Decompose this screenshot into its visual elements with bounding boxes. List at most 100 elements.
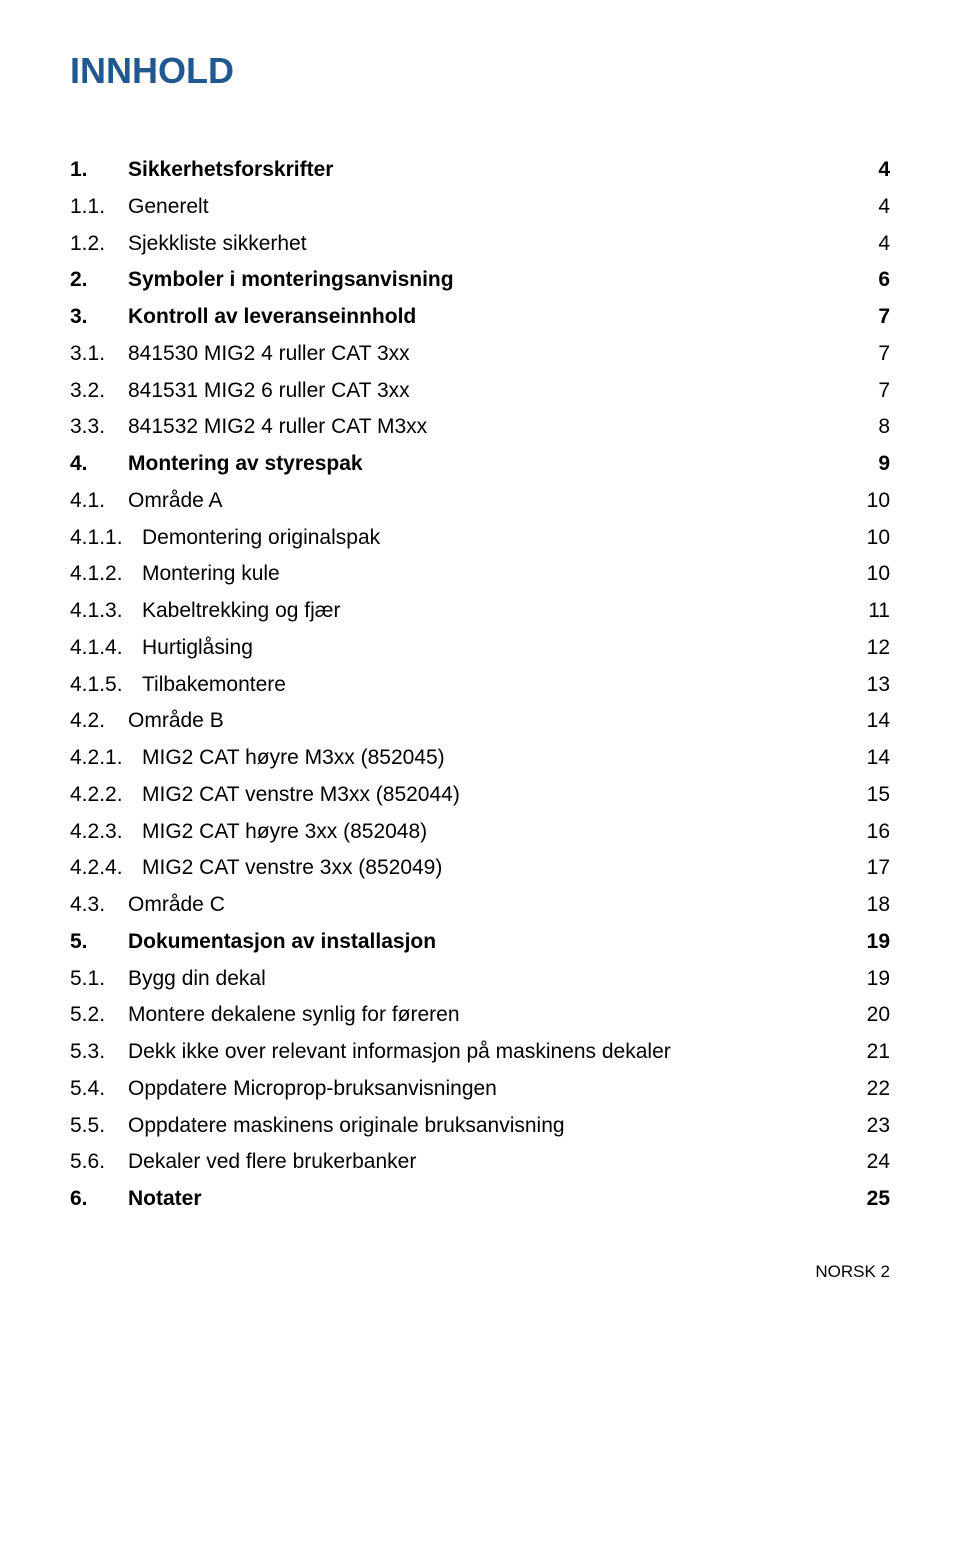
toc-page-number: 25 (867, 1181, 890, 1218)
toc-page-number: 18 (867, 887, 890, 924)
toc-row: 4.2.2.MIG2 CAT venstre M3xx (852044) 15 (70, 777, 890, 814)
toc-text: 841530 MIG2 4 ruller CAT 3xx (128, 336, 410, 373)
table-of-contents: 1.Sikkerhetsforskrifter 4 1.1.Generelt 4 1.2… (70, 152, 890, 1218)
toc-page-number: 12 (867, 630, 890, 667)
toc-row: 4.1.4.Hurtiglåsing 12 (70, 630, 890, 667)
toc-row: 4.1.3.Kabeltrekking og fjær11 (70, 593, 890, 630)
toc-text: Sikkerhetsforskrifter (128, 152, 333, 189)
toc-number: 5.6. (70, 1144, 128, 1181)
toc-row: 6.Notater25 (70, 1181, 890, 1218)
toc-row: 4.2.Område B 14 (70, 703, 890, 740)
toc-page-number: 7 (878, 336, 890, 373)
toc-row: 3.3.841532 MIG2 4 ruller CAT M3xx 8 (70, 409, 890, 446)
toc-number: 4.2. (70, 703, 128, 740)
toc-row: 4.2.3.MIG2 CAT høyre 3xx (852048)16 (70, 814, 890, 851)
toc-row: 4.1.2.Montering kule 10 (70, 556, 890, 593)
toc-page-number: 4 (878, 189, 890, 226)
toc-text: 841531 MIG2 6 ruller CAT 3xx (128, 373, 410, 410)
toc-row: 4.1.1.Demontering originalspak 10 (70, 520, 890, 557)
toc-page-number: 6 (878, 262, 890, 299)
toc-row: 4.3.Område C18 (70, 887, 890, 924)
toc-row: 5.5.Oppdatere maskinens originale bruksa… (70, 1108, 890, 1145)
page-title: INNHOLD (70, 50, 890, 92)
toc-text: Område A (128, 483, 223, 520)
toc-text: MIG2 CAT høyre 3xx (852048) (142, 814, 427, 851)
toc-text: Område B (128, 703, 224, 740)
page-footer: NORSK 2 (70, 1262, 890, 1282)
toc-text: Tilbakemontere (142, 667, 286, 704)
toc-number: 5.4. (70, 1071, 128, 1108)
toc-text: Område C (128, 887, 225, 924)
toc-row: 5.3.Dekk ikke over relevant informasjon … (70, 1034, 890, 1071)
toc-text: Montering av styrespak (128, 446, 363, 483)
toc-row: 1.1.Generelt 4 (70, 189, 890, 226)
toc-page-number: 11 (868, 593, 890, 630)
toc-number: 1.2. (70, 226, 128, 263)
toc-page-number: 19 (867, 924, 890, 961)
toc-text: Generelt (128, 189, 209, 226)
toc-text: 841532 MIG2 4 ruller CAT M3xx (128, 409, 427, 446)
toc-number: 4. (70, 446, 128, 483)
toc-text: Montere dekalene synlig for føreren (128, 997, 460, 1034)
toc-row: 5.Dokumentasjon av installasjon 19 (70, 924, 890, 961)
toc-number: 4.2.2. (70, 777, 142, 814)
toc-text: Dokumentasjon av installasjon (128, 924, 436, 961)
toc-text: Montering kule (142, 556, 280, 593)
toc-number: 4.2.3. (70, 814, 142, 851)
toc-page-number: 21 (867, 1034, 890, 1071)
toc-number: 5.1. (70, 961, 128, 998)
toc-page-number: 22 (867, 1071, 890, 1108)
toc-row: 4.1.Område A 10 (70, 483, 890, 520)
toc-text: Symboler i monteringsanvisning (128, 262, 454, 299)
toc-page-number: 4 (878, 226, 890, 263)
toc-number: 1. (70, 152, 128, 189)
toc-row: 5.2.Montere dekalene synlig for føreren2… (70, 997, 890, 1034)
toc-text: Oppdatere maskinens originale bruksanvis… (128, 1108, 565, 1145)
toc-number: 5.3. (70, 1034, 128, 1071)
toc-page-number: 15 (867, 777, 890, 814)
toc-number: 4.1.5. (70, 667, 142, 704)
toc-number: 3.1. (70, 336, 128, 373)
toc-number: 3.3. (70, 409, 128, 446)
toc-number: 4.1. (70, 483, 128, 520)
toc-row: 5.1.Bygg din dekal 19 (70, 961, 890, 998)
toc-text: Kontroll av leveranseinnhold (128, 299, 416, 336)
toc-page-number: 13 (867, 667, 890, 704)
toc-page-number: 7 (878, 299, 890, 336)
toc-page-number: 19 (867, 961, 890, 998)
toc-row: 5.4.Oppdatere Microprop-bruksanvisningen… (70, 1071, 890, 1108)
toc-text: MIG2 CAT venstre 3xx (852049) (142, 850, 442, 887)
toc-row: 5.6.Dekaler ved flere brukerbanker24 (70, 1144, 890, 1181)
toc-number: 4.1.3. (70, 593, 142, 630)
toc-number: 5. (70, 924, 128, 961)
toc-page-number: 8 (878, 409, 890, 446)
toc-number: 1.1. (70, 189, 128, 226)
toc-page-number: 14 (867, 740, 890, 777)
toc-text: Notater (128, 1181, 202, 1218)
toc-number: 5.5. (70, 1108, 128, 1145)
toc-row: 4.Montering av styrespak9 (70, 446, 890, 483)
toc-row: 3.1.841530 MIG2 4 ruller CAT 3xx 7 (70, 336, 890, 373)
toc-page-number: 10 (867, 556, 890, 593)
toc-page-number: 14 (867, 703, 890, 740)
toc-number: 4.1.4. (70, 630, 142, 667)
toc-text: MIG2 CAT venstre M3xx (852044) (142, 777, 460, 814)
toc-text: Hurtiglåsing (142, 630, 253, 667)
toc-number: 4.1.1. (70, 520, 142, 557)
toc-number: 4.1.2. (70, 556, 142, 593)
toc-text: Bygg din dekal (128, 961, 266, 998)
toc-text: Oppdatere Microprop-bruksanvisningen (128, 1071, 497, 1108)
toc-row: 4.1.5.Tilbakemontere 13 (70, 667, 890, 704)
toc-page-number: 10 (867, 520, 890, 557)
toc-row: 2.Symboler i monteringsanvisning 6 (70, 262, 890, 299)
toc-row: 4.2.4.MIG2 CAT venstre 3xx (852049)17 (70, 850, 890, 887)
toc-text: Dekk ikke over relevant informasjon på m… (128, 1034, 671, 1071)
toc-row: 4.2.1.MIG2 CAT høyre M3xx (852045)14 (70, 740, 890, 777)
toc-page-number: 17 (867, 850, 890, 887)
toc-page-number: 10 (867, 483, 890, 520)
toc-number: 5.2. (70, 997, 128, 1034)
toc-row: 3.Kontroll av leveranseinnhold 7 (70, 299, 890, 336)
toc-number: 2. (70, 262, 128, 299)
toc-text: Demontering originalspak (142, 520, 380, 557)
toc-number: 3. (70, 299, 128, 336)
